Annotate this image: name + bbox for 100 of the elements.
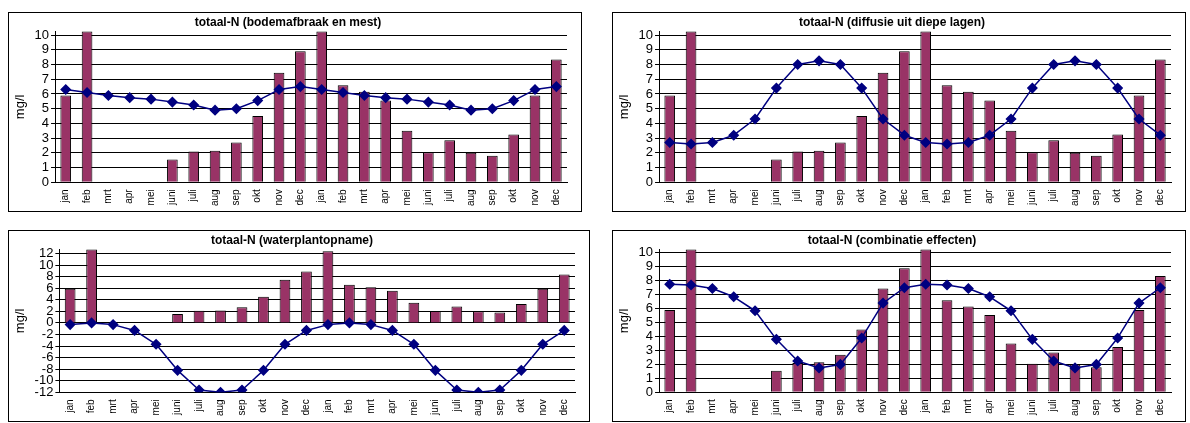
x-tick-label: feb [85,398,97,414]
point [685,279,697,291]
x-tick-label: aug [472,399,484,416]
point [344,317,355,329]
y-tick-label: 5 [41,100,50,116]
x-tick-label: sep [1090,398,1102,416]
point [1005,305,1017,316]
x-tick-label: aug [812,399,824,416]
x-tick-label: feb [940,398,952,414]
point [1112,82,1123,94]
x-tick-label: jan [59,189,71,204]
point [408,339,420,350]
y-tick-label: 0 [645,173,654,189]
y-tick-label: 5 [645,100,654,116]
point [749,305,761,316]
point [835,359,846,370]
x-tick-label: okt [515,399,527,413]
point [337,87,349,98]
x-tick-label: jan [919,399,931,414]
point [941,138,953,150]
chart-title: totaal-N (waterplantopname) [210,232,374,247]
point [963,283,974,294]
point [792,355,803,367]
x-tick-label: nov [278,399,290,416]
point [252,95,263,106]
point [529,84,541,95]
x-tick-label: mrt [102,189,114,204]
point [1091,359,1102,370]
point [1005,113,1017,125]
y-tick-label: 1 [645,159,654,175]
point [60,84,71,95]
point [387,325,398,336]
point [877,113,889,125]
x-tick-label: aug [464,189,476,206]
x-tick-label: apr [123,188,135,204]
y-tick-label: 7 [645,286,654,302]
point [1069,362,1081,374]
y-tick-label: 7 [645,70,654,86]
point [664,279,675,290]
x-tick-label: okt [855,189,867,203]
point [941,279,953,291]
x-tick-label: juni [770,399,782,416]
x-tick-label: apr [727,398,739,414]
x-tick-label: feb [80,188,92,204]
point [258,365,269,376]
x-tick-label: juni [429,399,441,416]
x-tick-label: feb [336,188,348,204]
point [664,137,675,148]
point [1027,334,1038,345]
y-axis-title: mg/l [12,308,28,334]
point [920,279,931,290]
y-tick-label: 10 [638,26,654,42]
point [920,137,931,148]
y-tick-label: 0 [645,383,654,399]
x-tick-label: nov [1132,189,1144,206]
point [984,291,995,303]
x-tick-label: nov [876,189,888,206]
point [771,334,782,345]
x-tick-label: mrt [706,189,718,204]
x-tick-label: jan [663,189,675,204]
point [124,92,135,103]
point [301,325,312,336]
point [551,81,562,92]
point [1155,282,1166,293]
point [1155,129,1166,141]
y-tick-label: 7 [41,70,50,86]
y-tick-label: 4 [645,115,654,130]
y-tick-label: 2 [41,144,50,160]
y-tick-label: 8 [645,272,654,288]
point [295,81,306,92]
x-tick-label: okt [855,399,867,413]
point [771,82,782,94]
point [487,103,498,114]
point [365,319,377,330]
x-tick-label: apr [379,188,391,204]
point [465,104,477,116]
point [401,93,413,105]
point [359,90,370,101]
x-tick-label: juni [422,189,434,206]
x-tick-label: mei [748,189,760,206]
point [835,59,846,70]
point [813,362,825,374]
point [107,319,119,330]
point [856,332,867,344]
y-axis-title: mg/l [616,308,632,334]
point [508,95,519,106]
point [279,339,291,350]
y-tick-label: 8 [41,56,50,72]
point [451,384,463,393]
x-tick-label: juli [1047,189,1059,203]
x-tick-label: mei [1004,189,1016,206]
x-tick-label: nov [528,189,540,206]
point [322,319,334,330]
x-tick-label: aug [1068,189,1080,206]
point [236,384,248,393]
x-tick-label: jan [919,189,931,204]
point [899,282,910,293]
y-axis-title: mg/l [12,94,28,120]
x-tick-label: dec [294,189,306,206]
x-tick-label: sep [834,398,846,416]
